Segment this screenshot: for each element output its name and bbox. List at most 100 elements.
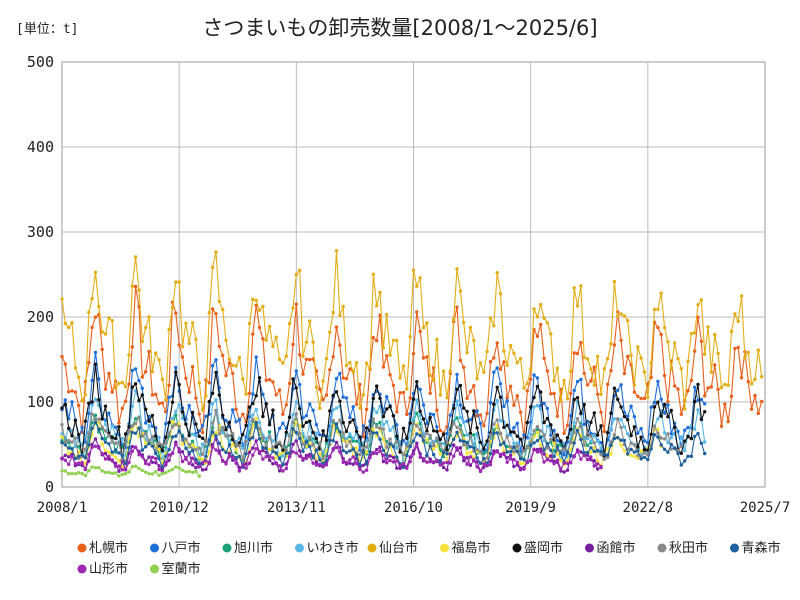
data-point xyxy=(468,445,473,449)
data-point xyxy=(535,384,540,389)
data-point xyxy=(281,361,285,365)
data-point xyxy=(127,353,131,357)
data-point xyxy=(565,461,570,466)
data-point xyxy=(642,448,647,452)
data-point xyxy=(431,412,436,417)
data-point xyxy=(328,455,332,459)
data-point xyxy=(515,444,519,448)
data-point xyxy=(80,460,84,465)
data-point xyxy=(452,406,456,410)
data-point xyxy=(264,402,268,406)
data-point xyxy=(646,457,650,462)
data-point xyxy=(488,451,493,456)
data-point xyxy=(488,316,493,320)
data-point xyxy=(348,420,352,424)
data-point xyxy=(592,433,596,438)
data-point xyxy=(582,355,586,360)
data-point xyxy=(267,435,272,439)
data-point xyxy=(408,444,412,449)
data-point xyxy=(274,456,278,460)
data-point xyxy=(475,456,479,460)
legend-label: 青森市 xyxy=(742,540,781,556)
data-point xyxy=(438,442,442,446)
data-point xyxy=(120,380,125,385)
data-point xyxy=(308,454,312,458)
data-point xyxy=(224,434,228,438)
data-point xyxy=(334,325,339,329)
data-point xyxy=(284,448,288,453)
data-point xyxy=(207,311,211,315)
data-point xyxy=(364,450,369,454)
data-point xyxy=(200,442,205,446)
data-point xyxy=(408,421,412,425)
data-point xyxy=(425,437,429,442)
data-point xyxy=(341,395,345,399)
data-point xyxy=(60,406,64,410)
data-point xyxy=(418,387,422,392)
data-point xyxy=(251,392,255,396)
data-point xyxy=(656,400,660,404)
data-point xyxy=(67,451,71,456)
data-point xyxy=(703,402,707,406)
data-point xyxy=(344,377,349,381)
data-point xyxy=(572,351,576,355)
data-point xyxy=(522,449,526,453)
data-point xyxy=(381,346,386,350)
data-point xyxy=(455,372,459,377)
data-point xyxy=(103,332,108,336)
data-point xyxy=(375,431,379,435)
data-point xyxy=(331,408,335,412)
data-point xyxy=(140,375,144,379)
data-point xyxy=(686,434,690,439)
x-tick-label: 2008/1 xyxy=(37,500,88,516)
data-point xyxy=(227,454,232,459)
data-point xyxy=(659,291,663,295)
data-point xyxy=(686,454,690,458)
data-point xyxy=(472,433,476,437)
data-point xyxy=(204,454,208,459)
data-point xyxy=(294,302,298,306)
data-point xyxy=(529,432,533,436)
data-point xyxy=(90,325,94,330)
data-point xyxy=(187,403,191,408)
data-point xyxy=(468,434,473,438)
data-point xyxy=(190,449,195,453)
data-point xyxy=(281,454,285,458)
data-point xyxy=(140,468,144,473)
data-point xyxy=(294,369,298,373)
data-point xyxy=(60,469,64,473)
data-point xyxy=(200,461,205,465)
legend-item: 函館市 xyxy=(585,540,636,556)
data-point xyxy=(267,430,272,434)
data-point xyxy=(271,445,275,449)
data-point xyxy=(73,456,78,461)
data-point xyxy=(445,440,449,444)
data-point xyxy=(144,421,148,425)
data-point xyxy=(672,425,677,430)
data-point xyxy=(401,426,406,430)
data-point xyxy=(492,370,496,374)
data-point xyxy=(304,440,309,444)
data-point xyxy=(592,464,596,468)
data-point xyxy=(348,360,352,365)
data-point xyxy=(224,427,228,432)
data-point xyxy=(144,432,148,436)
data-point xyxy=(147,455,151,459)
data-point xyxy=(257,421,262,425)
data-point xyxy=(408,396,412,400)
data-point xyxy=(214,312,218,316)
data-point xyxy=(271,408,275,412)
data-point xyxy=(425,453,429,458)
data-point xyxy=(234,455,238,460)
data-point xyxy=(127,425,131,429)
data-point xyxy=(595,459,600,463)
data-point xyxy=(167,447,171,452)
data-point xyxy=(465,440,469,445)
data-point xyxy=(585,431,590,435)
data-point xyxy=(341,304,345,309)
data-point xyxy=(539,407,543,411)
data-point xyxy=(555,366,560,370)
legend-swatch xyxy=(657,543,667,553)
data-point xyxy=(508,445,513,449)
data-point xyxy=(77,403,81,408)
